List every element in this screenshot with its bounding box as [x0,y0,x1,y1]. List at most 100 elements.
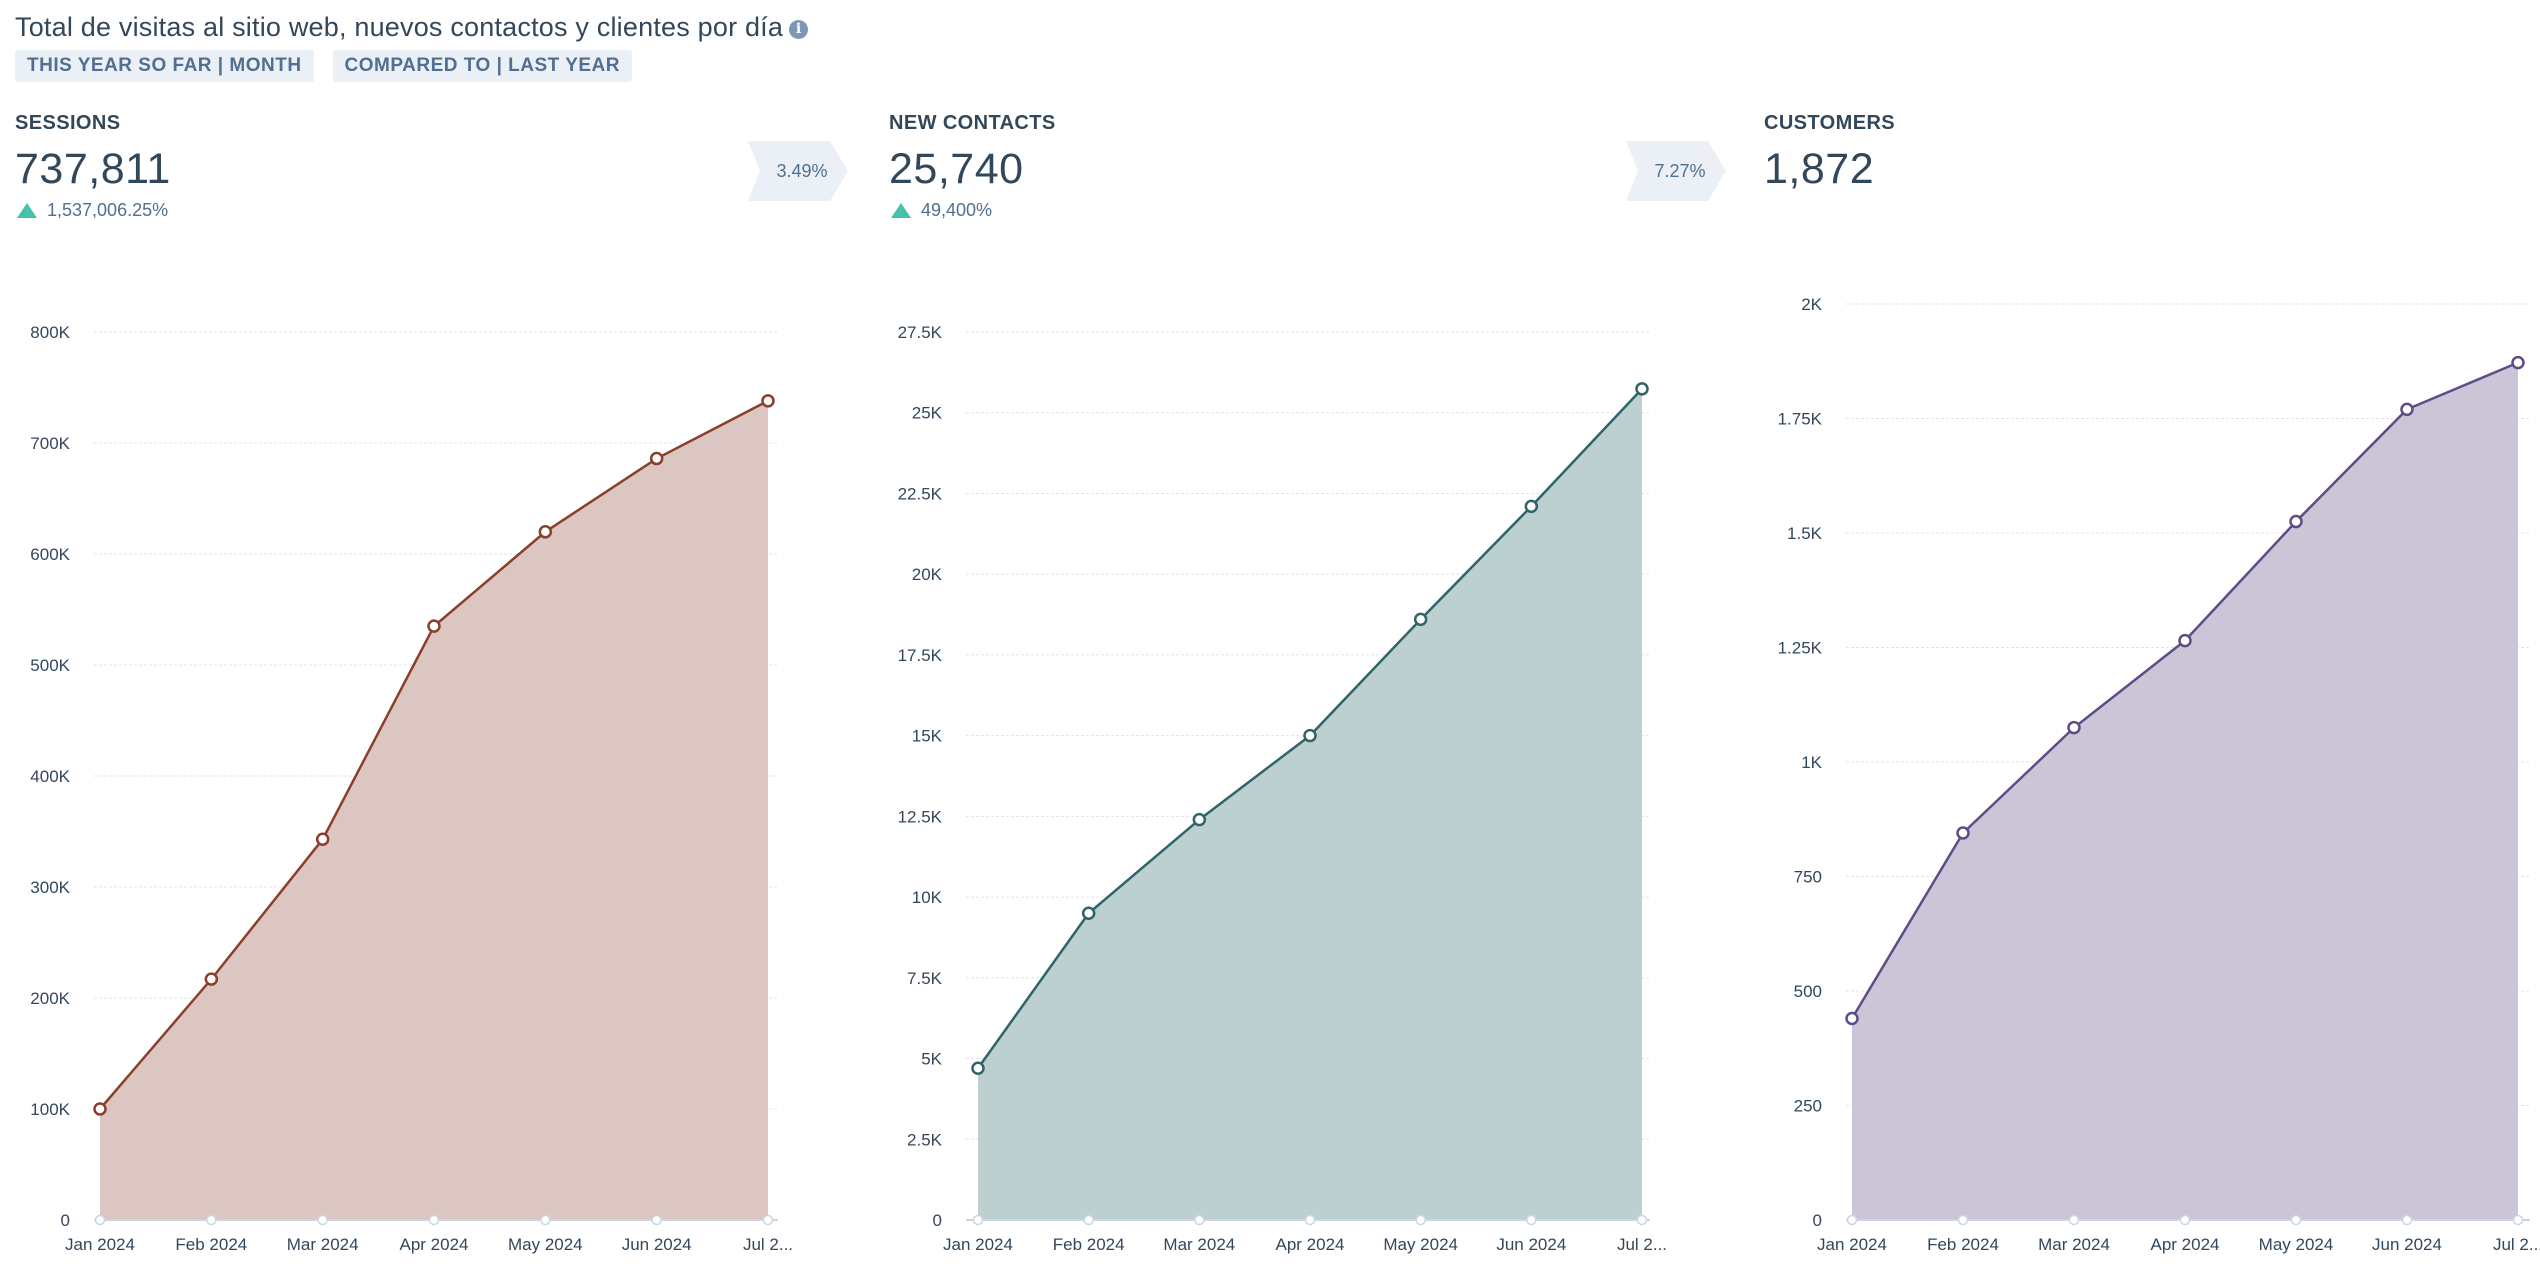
data-point [2511,355,2525,370]
axis-marker [94,1214,106,1226]
trend-up-icon [17,203,37,218]
axis-marker [1526,1214,1537,1226]
trend-up-icon [891,203,911,218]
report-title: Total de visitas al sitio web, nuevos co… [15,12,784,42]
series-area [1852,362,2518,1220]
data-point [1081,906,1096,920]
y-tick-label: 15K [912,727,943,746]
series-area [100,400,768,1220]
y-tick-label: 7.5K [907,969,943,988]
y-tick-label: 0 [1813,1211,1822,1230]
metric-change: 49,400% [889,200,1056,221]
metric-sessions: SESSIONS 737,811 1,537,006.25% [15,112,171,221]
metric-change-value: 1,537,006.25% [47,200,169,220]
y-tick-label: 200K [30,989,70,1008]
y-tick-label: 2.5K [907,1130,943,1149]
axis-marker [540,1214,551,1226]
comparison-filter[interactable]: COMPARED TO | LAST YEAR [332,50,632,82]
info-icon[interactable]: i [789,19,809,39]
metric-change: 1,537,006.25% [15,200,171,221]
data-point [761,394,775,408]
data-point [649,451,664,466]
y-tick-label: 300K [30,878,70,897]
axis-marker [428,1214,440,1226]
axis-marker [972,1214,984,1226]
series-area [978,388,1642,1220]
y-tick-label: 2K [1801,295,1822,314]
metric-value: 1,872 [1764,145,1875,193]
y-tick-label: 12.5K [898,807,943,826]
data-point [2400,402,2414,417]
data-point [204,972,219,986]
axis-marker [2512,1214,2524,1226]
axis-marker [206,1214,217,1226]
metric-change-value: 49,400% [921,200,993,220]
axis-marker [2290,1214,2302,1226]
axis-marker [1304,1214,1316,1226]
y-tick-label: 600K [30,545,70,564]
date-range-filter[interactable]: THIS YEAR SO FAR | MONTH [15,50,314,82]
data-point [538,525,553,539]
sessions-chart: 0 100K 200K 300K 400K 500K 600K 700K 800K Jan 202… [0,270,860,1270]
y-tick-label: 22.5K [898,484,943,503]
metric-label: NEW CONTACTS [889,112,1056,134]
conversion-rate-arrow: 3.49% [748,141,848,201]
metric-value: 737,811 [15,145,171,193]
x-tick-label: Apr 2024 [400,1235,469,1254]
axis-marker [2401,1214,2413,1226]
y-tick-label: 0 [61,1211,70,1230]
conversion-rate-value: 3.49% [776,160,828,181]
y-tick-label: 27.5K [898,323,943,342]
y-tick-label: 17.5K [898,646,943,665]
x-tick-label: May 2024 [1383,1235,1458,1254]
x-tick-label: Jul 2... [743,1235,793,1254]
x-tick-label: Feb 2024 [175,1235,247,1254]
x-tick-label: May 2024 [2259,1235,2334,1254]
data-point [315,832,330,847]
x-tick-label: Jan 2024 [65,1235,135,1254]
filter-bar: THIS YEAR SO FAR | MONTH COMPARED TO | L… [15,50,632,82]
report-header: Total de visitas al sitio web, nuevos co… [15,12,809,43]
sessions-area-chart: 0 100K 200K 300K 400K 500K 600K 700K 800K Jan 202… [30,323,793,1254]
new-contacts-area-chart: 0 2.5K 5K 7.5K 10K 12.5K 15K 17.5K 20K 22.5K 25K 27… [898,323,1667,1254]
y-tick-label: 10K [912,888,943,907]
data-point [1192,812,1207,827]
axis-marker [762,1214,774,1226]
metric-customers: CUSTOMERS 1,872 [1764,112,1895,194]
conversion-rate-arrow: 7.27% [1626,141,1726,201]
x-tick-label: Apr 2024 [1276,1235,1345,1254]
data-point [2178,633,2192,648]
data-point [1956,826,1970,840]
x-tick-label: Jun 2024 [1496,1235,1566,1254]
data-point [93,1102,107,1116]
y-tick-label: 800K [30,323,70,342]
axis-marker [1415,1214,1426,1226]
x-tick-label: Jan 2024 [943,1235,1013,1254]
x-tick-label: Jul 2... [2493,1235,2540,1254]
y-tick-label: 1.5K [1787,524,1823,543]
y-tick-label: 1.25K [1778,639,1823,658]
x-tick-label: Jul 2... [1617,1235,1667,1254]
x-tick-label: Mar 2024 [287,1235,359,1254]
y-tick-label: 500 [1794,982,1822,1001]
y-tick-label: 500K [30,656,70,675]
metric-label: SESSIONS [15,112,121,134]
metric-new-contacts: NEW CONTACTS 25,740 49,400% [889,112,1056,221]
y-tick-label: 100K [30,1100,70,1119]
y-tick-label: 1K [1801,753,1822,772]
y-tick-label: 0 [933,1211,942,1230]
y-tick-label: 5K [921,1050,942,1069]
data-point [427,619,441,633]
data-point [2067,720,2081,735]
x-tick-label: May 2024 [508,1235,583,1254]
x-tick-label: Jan 2024 [1817,1235,1887,1254]
data-point [1845,1011,1859,1026]
y-tick-label: 700K [30,434,70,453]
new-contacts-chart: 0 2.5K 5K 7.5K 10K 12.5K 15K 17.5K 20K 22.5K 25K 27… [870,270,1730,1270]
data-point [1303,728,1317,743]
x-tick-label: Jun 2024 [2372,1235,2442,1254]
axis-marker [2179,1214,2191,1226]
y-tick-label: 20K [912,565,943,584]
customers-area-chart: 0 250 500 750 1K 1.25K 1.5K 1.75K 2K Jan 2024 Feb … [1778,295,2540,1254]
x-tick-label: Apr 2024 [2151,1235,2220,1254]
